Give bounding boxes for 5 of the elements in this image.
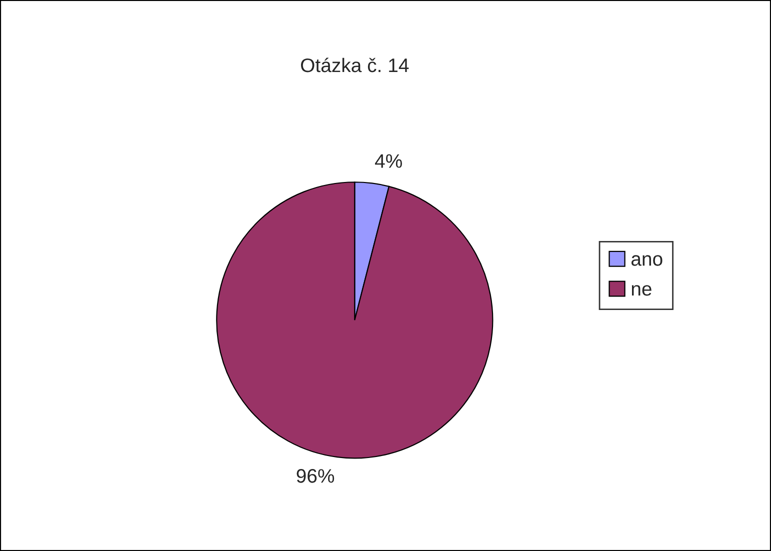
data-label: 96% bbox=[296, 469, 334, 483]
legend-label: ano bbox=[631, 255, 662, 266]
legend-label: ne bbox=[632, 285, 652, 296]
chart-title: Otázka č. 14 bbox=[301, 58, 409, 72]
data-label: 4% bbox=[375, 154, 402, 168]
